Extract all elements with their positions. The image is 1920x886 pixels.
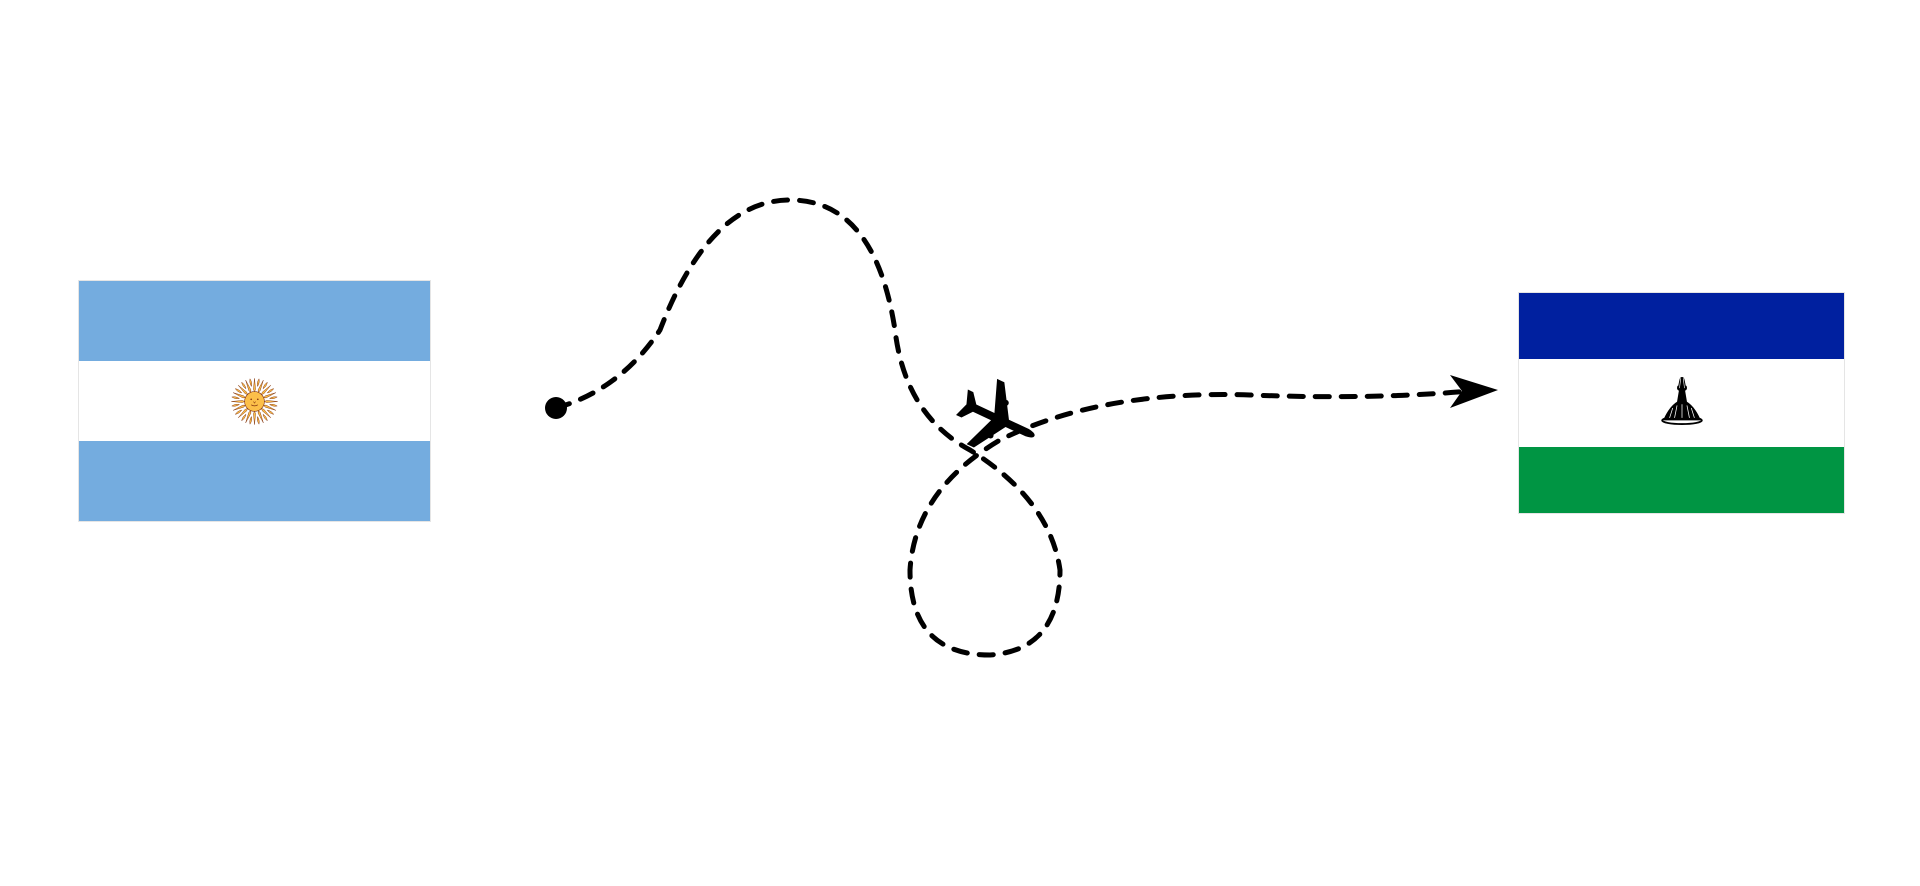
- flag-stripe: [1519, 359, 1844, 447]
- flag-stripe: [1519, 293, 1844, 359]
- origin-flag-argentina: [78, 280, 431, 522]
- lesotho-hat-icon: [1651, 372, 1713, 434]
- flag-stripe: [1519, 447, 1844, 513]
- travel-diagram: [0, 0, 1920, 886]
- flag-stripe: [79, 281, 430, 361]
- argentina-sun-icon: [227, 374, 282, 429]
- airplane-icon: [950, 370, 1050, 470]
- flag-stripe: [79, 441, 430, 521]
- flag-stripe: [79, 361, 430, 441]
- destination-flag-lesotho: [1518, 292, 1845, 514]
